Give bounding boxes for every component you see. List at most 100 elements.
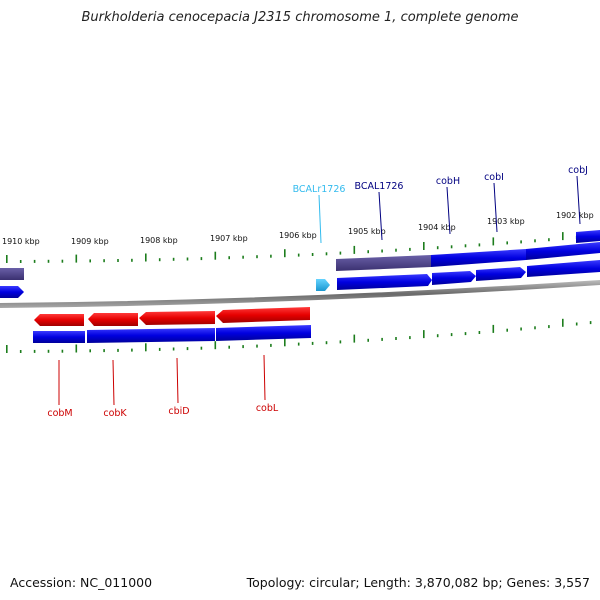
- minor-tick: [436, 246, 439, 250]
- gene-label: cobI: [484, 172, 504, 183]
- minor-tick: [117, 348, 119, 352]
- forward-gene-arrow: [527, 260, 600, 277]
- minor-tick: [548, 325, 550, 329]
- label-leader-line: [493, 182, 498, 233]
- minor-tick: [186, 347, 189, 351]
- scale-ticks-top: [6, 232, 592, 263]
- scale-tick-label: 1908 kbp: [140, 236, 178, 245]
- forward-gene-arrow: [337, 274, 432, 290]
- minor-tick: [450, 245, 453, 249]
- major-tick: [423, 330, 425, 339]
- gene-label: cobM: [47, 408, 72, 419]
- minor-tick: [33, 349, 36, 353]
- scale-tick-label: 1903 kbp: [487, 217, 525, 226]
- gene-label: cobJ: [568, 165, 588, 176]
- minor-tick: [381, 337, 383, 341]
- minor-tick: [520, 327, 522, 331]
- minor-tick: [172, 257, 175, 261]
- label-leader-line: [378, 191, 383, 241]
- label-leader-line: [446, 186, 451, 235]
- minor-tick: [478, 331, 481, 334]
- minor-tick: [381, 249, 383, 253]
- minor-tick: [228, 256, 230, 260]
- reverse-strand-feature: [87, 328, 215, 343]
- minor-tick: [534, 239, 536, 243]
- minor-tick: [200, 257, 203, 261]
- minor-tick: [47, 259, 50, 263]
- forward-gene-feature: [576, 230, 600, 243]
- minor-tick: [158, 347, 161, 351]
- minor-tick: [325, 341, 328, 345]
- scale-ticks-bottom: [6, 318, 592, 353]
- scale-tick-label: 1905 kbp: [348, 227, 386, 236]
- major-tick: [75, 254, 78, 263]
- accession-text: Accession: NC_011000: [10, 575, 153, 590]
- gene-label: BCAL1726: [355, 181, 404, 192]
- reverse-gene-cobK: [88, 313, 138, 326]
- scale-tick-label: 1904 kbp: [418, 223, 456, 232]
- minor-tick: [47, 349, 50, 353]
- reverse-strand-feature: [33, 331, 85, 343]
- minor-tick: [464, 244, 467, 248]
- rrna-feature-BCALr1726: [316, 279, 330, 291]
- label-leader-line: [263, 354, 266, 401]
- minor-tick: [256, 344, 258, 348]
- minor-tick: [200, 346, 203, 350]
- major-tick: [284, 249, 286, 258]
- minor-tick: [117, 259, 119, 262]
- major-tick: [6, 345, 8, 353]
- scale-tick-label: 1907 kbp: [210, 234, 248, 243]
- major-tick: [284, 338, 286, 347]
- minor-tick: [520, 240, 522, 244]
- minor-tick: [367, 250, 369, 254]
- reverse-gene-cbiD: [139, 311, 215, 325]
- label-leader-line: [176, 357, 179, 404]
- forward-gene-feature: [336, 255, 431, 271]
- minor-tick: [270, 343, 272, 347]
- minor-tick: [228, 345, 230, 349]
- scale-tick-label: 1906 kbp: [279, 231, 317, 240]
- scale-tick-label: 1902 kbp: [556, 211, 594, 220]
- minor-tick: [464, 332, 467, 336]
- major-tick: [353, 334, 356, 343]
- minor-tick: [297, 253, 300, 257]
- major-tick: [492, 237, 495, 246]
- major-tick: [562, 318, 564, 327]
- forward-gene-feature: [431, 249, 526, 267]
- minor-tick: [89, 259, 91, 263]
- label-leader-line: [576, 175, 581, 225]
- minor-tick: [409, 247, 411, 251]
- minor-tick: [256, 255, 258, 259]
- reverse-strand-feature: [216, 325, 311, 341]
- scale-tick-label: 1909 kbp: [71, 237, 109, 246]
- forward-gene-arrow: [432, 271, 476, 285]
- minor-tick: [172, 347, 175, 351]
- minor-tick: [339, 340, 342, 344]
- minor-tick: [436, 334, 439, 338]
- minor-tick: [409, 336, 411, 340]
- major-tick: [145, 343, 147, 352]
- major-tick: [214, 251, 217, 260]
- forward-gene-arrow: [476, 267, 526, 281]
- gene-label: BCALr1726: [293, 184, 346, 195]
- minor-tick: [311, 341, 314, 345]
- forward-gene-feature: [526, 242, 600, 260]
- major-tick: [423, 242, 425, 250]
- reverse-gene-cobL: [216, 307, 310, 323]
- label-leader-line: [318, 194, 322, 244]
- minor-tick: [297, 342, 300, 346]
- minor-tick: [506, 328, 508, 332]
- minor-tick: [395, 248, 397, 252]
- minor-tick: [103, 349, 105, 353]
- minor-tick: [478, 243, 481, 247]
- minor-tick: [325, 252, 328, 256]
- reverse-gene-cobM: [34, 314, 84, 326]
- minor-tick: [89, 349, 91, 353]
- minor-tick: [395, 337, 397, 340]
- genome-backbone: [0, 280, 600, 308]
- major-tick: [562, 232, 564, 241]
- major-tick: [492, 324, 495, 333]
- major-tick: [6, 255, 8, 263]
- gene-label: cobH: [436, 176, 460, 187]
- label-leader-line: [112, 359, 115, 406]
